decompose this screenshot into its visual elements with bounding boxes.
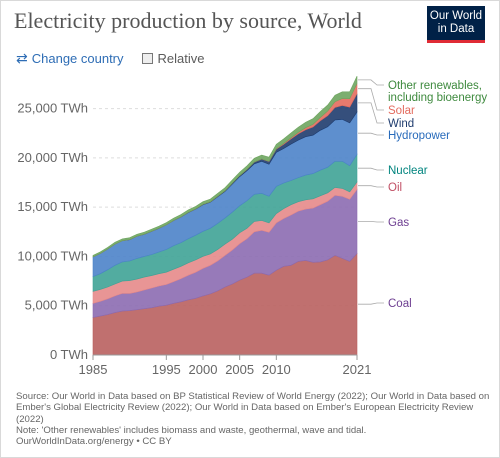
legend-connector	[358, 185, 384, 188]
relative-label: Relative	[157, 51, 205, 66]
stacked-area-chart: 0 TWh 5,000 TWh 10,000 TWh 15,000 TWh 20,000…	[17, 75, 487, 377]
series-label: Other renewables,	[388, 80, 482, 92]
series-label: Nuclear	[388, 165, 428, 177]
source-footer: Source: Our World in Data based on BP St…	[16, 391, 491, 447]
relative-toggle[interactable]: Relative	[141, 51, 205, 66]
series-label: Oil	[388, 182, 402, 194]
logo-line-2: in Data	[437, 23, 475, 35]
note-text: Note: 'Other renewables' includes biomas…	[16, 424, 367, 436]
legend-connector	[358, 132, 384, 136]
x-tick-label: 1985	[79, 362, 108, 377]
y-tick-label: 10,000 TWh	[17, 248, 88, 263]
x-tick-label: 1995	[152, 362, 181, 377]
axis-layer: 0 TWh 5,000 TWh 10,000 TWh 15,000 TWh 20,000…	[17, 101, 371, 377]
swap-arrows-icon: ⇄	[16, 50, 28, 66]
legend-connector	[358, 79, 384, 86]
series-label: including bioenergy	[388, 92, 487, 104]
x-tick-label: 2021	[343, 362, 372, 377]
x-tick-label: 2010	[262, 362, 291, 377]
page-title: Electricity production by source, World	[14, 8, 362, 33]
y-tick-label: 5,000 TWh	[25, 298, 88, 313]
legend-connector	[358, 102, 384, 124]
url-link[interactable]: OurWorldInData.org/energy • CC BY	[16, 436, 172, 448]
source-text: Source: Our World in Data based on BP St…	[16, 391, 490, 425]
change-country-button[interactable]: ⇄ Change country	[16, 50, 124, 67]
y-tick-label: 15,000 TWh	[17, 199, 88, 214]
legend-connector	[358, 221, 384, 223]
x-tick-label: 2000	[189, 362, 218, 377]
legend-connector	[358, 167, 384, 171]
series-label: Gas	[388, 217, 409, 229]
relative-checkbox[interactable]	[141, 53, 153, 64]
chart-controls: ⇄ Change country Relative	[16, 50, 204, 67]
logo-line-1: Our World	[429, 10, 483, 22]
series-label: Hydropower	[388, 130, 450, 142]
series-label: Wind	[388, 118, 414, 130]
area-layer	[92, 75, 358, 356]
y-tick-label: 25,000 TWh	[17, 101, 88, 116]
legend-connector	[358, 302, 384, 305]
area-other-renewables	[92, 75, 358, 258]
x-tick-label: 2005	[225, 362, 254, 377]
series-label: Coal	[388, 298, 412, 310]
legend-connector	[358, 88, 384, 111]
series-label: Solar	[388, 105, 415, 117]
change-country-label: Change country	[31, 51, 124, 66]
y-tick-label: 0 TWh	[50, 347, 88, 362]
owid-logo[interactable]: Our World in Data	[427, 6, 485, 43]
series-label-layer: Other renewables,including bioenergySola…	[358, 79, 487, 310]
y-tick-label: 20,000 TWh	[17, 150, 88, 165]
